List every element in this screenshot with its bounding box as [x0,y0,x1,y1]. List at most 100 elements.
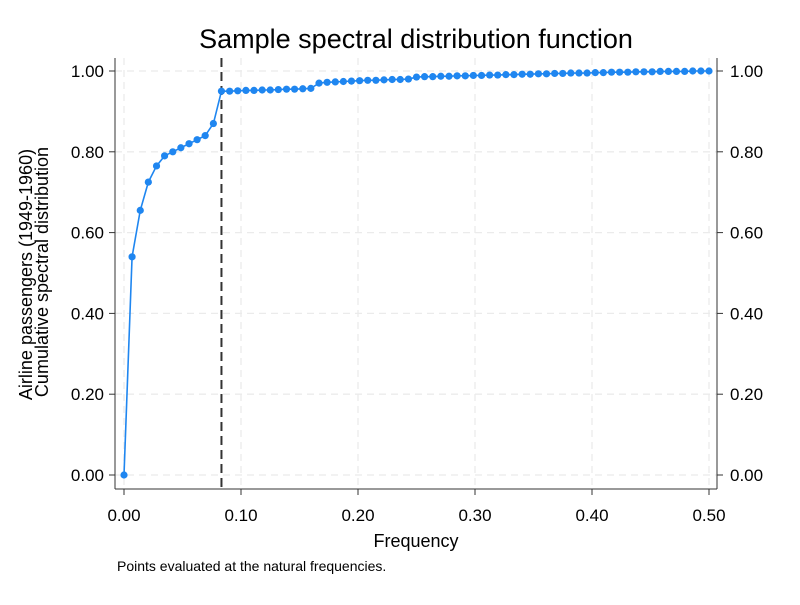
data-point [234,87,242,95]
data-point [461,72,469,80]
data-point [169,148,177,156]
data-point [282,85,291,93]
data-point [226,87,234,95]
data-point [607,68,616,76]
data-point [616,68,624,76]
data-point [689,67,697,75]
data-point [258,86,266,94]
y-tick-label-left: 0.20 [71,385,104,404]
data-point [697,67,705,75]
data-point [510,71,518,79]
data-point [217,87,226,95]
y-tick-label-right: 0.80 [730,143,763,162]
data-point [664,67,673,76]
data-point [364,76,372,84]
x-tick-label: 0.10 [224,506,257,525]
y-tick-label-left: 1.00 [71,62,104,81]
data-point [274,85,282,94]
data-point [551,69,559,78]
data-point [299,85,307,93]
data-point [672,67,681,76]
data-point [656,67,664,76]
data-point [437,72,445,80]
data-point [160,152,169,160]
y-axis-title-line-2: Cumulative spectral distribution [32,147,52,397]
data-point [347,77,356,85]
data-point [429,73,437,81]
data-point [705,67,713,75]
data-point [209,119,217,128]
x-tick-label: 0.20 [341,506,374,525]
data-point [266,86,274,94]
y-tick-label-left: 0.60 [71,224,104,243]
data-point [632,68,640,76]
data-point [648,68,656,76]
data-point [624,68,632,76]
data-point [144,178,152,186]
y-tick-label-right: 0.60 [730,224,763,243]
y-tick-label-left: 0.80 [71,143,104,162]
data-point [542,70,551,78]
data-point [315,79,323,87]
data-point [567,69,575,77]
data-point [591,69,599,77]
data-point [469,71,477,80]
data-point [445,72,453,80]
data-point [250,86,258,94]
chart-note: Points evaluated at the natural frequenc… [117,558,386,574]
data-point [420,73,429,81]
data-point [559,69,567,78]
data-point [307,84,315,92]
chart-title: Sample spectral distribution function [199,24,633,54]
data-point [128,253,136,261]
y-tick-label-right: 0.00 [730,466,763,485]
y-tick-label-left: 0.00 [71,466,104,485]
data-point [583,69,591,77]
data-point [681,67,689,76]
x-tick-label: 0.00 [107,506,140,525]
y-tick-label-right: 1.00 [730,62,763,81]
data-point [177,144,185,152]
data-point [453,72,461,80]
data-point [152,162,161,170]
data-point [640,68,648,76]
data-point [502,71,510,79]
data-point [356,77,364,85]
data-point [201,132,209,140]
series-line [123,70,709,476]
x-tick-label: 0.50 [692,506,725,525]
axes [109,58,723,495]
series-cumulative-spectral-distribution [120,67,713,479]
data-point [575,69,583,77]
tick-labels: 0.00 0.10 0.20 0.30 0.40 0.50 0.00 0.00 0.20 0.20… [71,62,763,525]
y-tick-label-right: 0.20 [730,385,763,404]
y-tick-label-left: 0.40 [71,304,104,323]
data-point [323,78,331,86]
data-point [242,86,250,94]
grid-lines [115,58,717,489]
data-point [599,69,607,77]
y-tick-label-right: 0.40 [730,304,763,323]
x-tick-label: 0.30 [458,506,491,525]
data-point [396,75,404,84]
data-point [388,75,396,84]
data-point [477,71,486,80]
data-point [534,70,543,78]
data-point [136,206,144,214]
data-point [526,70,534,78]
data-point [380,76,388,84]
data-point [494,71,502,79]
data-point [331,78,339,86]
data-point [290,85,299,93]
x-axis-title: Frequency [373,531,458,551]
data-point [120,471,128,479]
data-point [404,75,413,83]
data-point [486,71,494,79]
data-point [372,76,380,84]
y-axis-title-line-1: Airline passengers (1949-1960) [16,149,36,400]
data-point [185,140,193,148]
data-point [518,70,526,78]
data-point [412,73,421,81]
